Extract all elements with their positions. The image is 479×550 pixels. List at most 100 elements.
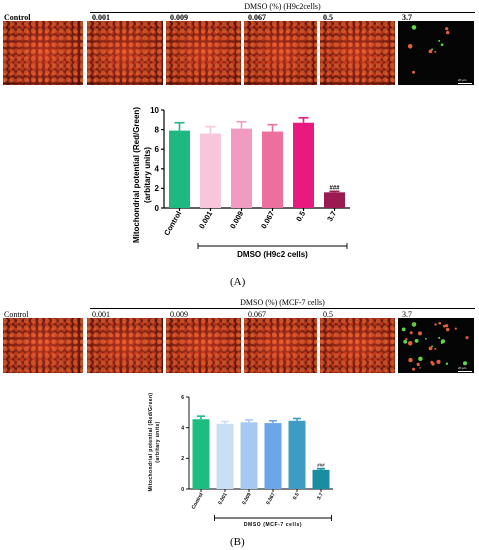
micro-label-0-5: 0.5 bbox=[323, 310, 333, 319]
cell-dot bbox=[441, 339, 445, 344]
cell-dot bbox=[409, 331, 413, 335]
bar-0.001 bbox=[216, 423, 234, 489]
bar-Control bbox=[192, 419, 210, 489]
x-category-label: 0.067 bbox=[265, 492, 277, 506]
bar-0.067 bbox=[262, 131, 283, 208]
y-tick-label: 6 bbox=[155, 145, 160, 154]
y-tick-label: 2 bbox=[155, 184, 160, 193]
cell-dot bbox=[407, 44, 413, 49]
cell-dot bbox=[425, 337, 427, 340]
cell-dot bbox=[414, 339, 419, 343]
micro-label-0-001: 0.001 bbox=[92, 13, 110, 22]
cell-dot bbox=[412, 322, 415, 325]
cell-dot bbox=[438, 336, 441, 339]
bar-0.5 bbox=[293, 122, 314, 208]
cell-dot bbox=[401, 327, 406, 332]
cell-dot bbox=[434, 323, 437, 326]
micrograph-0-001 bbox=[87, 318, 163, 373]
cell-dot bbox=[412, 70, 416, 74]
cell-dot bbox=[454, 327, 457, 330]
cell-dot bbox=[408, 357, 413, 363]
micrograph-0-5 bbox=[320, 318, 395, 373]
x-category-label: 0.009 bbox=[228, 210, 245, 231]
cell-dot bbox=[445, 324, 449, 328]
cell-dot bbox=[428, 49, 433, 54]
cell-dot bbox=[440, 342, 443, 345]
bracket-label: DMSO (H9c2 cells) bbox=[237, 250, 308, 259]
x-category-label: 3.7 bbox=[325, 210, 338, 224]
cell-dot bbox=[411, 25, 417, 30]
bar-3.7 bbox=[312, 469, 330, 489]
micro-label-0-5: 0.5 bbox=[323, 13, 333, 22]
cell-dot bbox=[416, 362, 420, 366]
scale-bar bbox=[458, 83, 472, 84]
cell-dot bbox=[431, 345, 433, 348]
bar-3.7 bbox=[324, 192, 345, 208]
bar-0.5 bbox=[288, 420, 306, 489]
panel-b: DMSO (%) (MCF-7 cells) Control 0.001 0.0… bbox=[0, 298, 479, 550]
micro-label-0-001: 0.001 bbox=[92, 310, 110, 319]
cell-dot bbox=[434, 347, 437, 350]
x-category-label: 3.7 bbox=[316, 492, 325, 501]
cell-dot bbox=[445, 362, 449, 365]
x-category-label: 0.5 bbox=[292, 492, 301, 501]
cell-dot bbox=[412, 367, 416, 371]
significance-annotation: ### bbox=[317, 463, 325, 468]
micrograph-0-009 bbox=[166, 21, 241, 85]
x-category-label: 0.001 bbox=[217, 492, 229, 506]
cell-dot bbox=[418, 356, 423, 361]
scale-bar-text: 20 µm bbox=[458, 78, 467, 82]
cell-dot bbox=[443, 324, 446, 328]
cell-dot bbox=[445, 27, 449, 31]
cell-dot bbox=[403, 339, 408, 344]
chart-a-ylabel: Mitochondrial potential (Red/Green) (arb… bbox=[131, 95, 155, 255]
panel-letter-b: (B) bbox=[230, 536, 245, 548]
micrograph-0-001 bbox=[87, 21, 163, 85]
cell-dot bbox=[431, 48, 433, 51]
micro-label-control: Control bbox=[4, 13, 31, 22]
micro-label-0-067: 0.067 bbox=[248, 310, 266, 319]
cell-dot bbox=[434, 50, 437, 53]
micro-label-0-009: 0.009 bbox=[170, 13, 188, 22]
cell-dot bbox=[419, 367, 421, 369]
bar-0.009 bbox=[240, 422, 258, 489]
chart-a-ylabel-line1: Mitochondrial potential (Red/Green) bbox=[132, 107, 141, 244]
micro-label-control: Control bbox=[4, 310, 29, 319]
significance-annotation: ### bbox=[329, 185, 340, 191]
cell-dot bbox=[407, 341, 413, 346]
bar-0.001 bbox=[200, 133, 221, 208]
micro-label-3-7: 3.7 bbox=[402, 310, 412, 319]
micrograph-0-067 bbox=[244, 21, 317, 85]
dmso-group-header: DMSO (%) (H9c2cells) bbox=[244, 2, 321, 11]
bar-0.009 bbox=[231, 128, 252, 208]
dmso-group-line bbox=[90, 308, 475, 309]
cell-dot bbox=[465, 336, 469, 340]
chart-a-ylabel-line2: (arbitary units) bbox=[143, 147, 152, 204]
cell-dot bbox=[436, 359, 441, 364]
x-category-label: Control bbox=[162, 210, 183, 238]
cell-dot bbox=[428, 346, 433, 351]
micrograph-0-009 bbox=[166, 318, 241, 373]
y-tick-label: 2 bbox=[181, 456, 184, 462]
scale-bar bbox=[458, 371, 472, 372]
cell-dot bbox=[440, 43, 444, 46]
y-tick-label: 10 bbox=[150, 106, 159, 115]
bar-Control bbox=[169, 130, 190, 208]
y-tick-label: 4 bbox=[155, 165, 160, 174]
chart-b: 0 2 4 6 Control 0.001 0.009 0.067 0.5 3.7 ### DMSO … bbox=[181, 395, 333, 528]
sparse-cells-overlay bbox=[407, 25, 450, 74]
y-tick-label: 6 bbox=[181, 395, 184, 401]
micrograph-0-067 bbox=[244, 318, 317, 373]
micro-label-3-7: 3.7 bbox=[402, 13, 412, 22]
micrograph-control bbox=[3, 318, 83, 373]
y-tick-label: 0 bbox=[181, 487, 184, 493]
x-category-label: 0.001 bbox=[197, 210, 214, 231]
cell-dot bbox=[463, 361, 467, 366]
micro-label-0-009: 0.009 bbox=[170, 310, 188, 319]
cell-dot bbox=[446, 30, 450, 35]
panel-a: DMSO (%) (H9c2cells) Control 0.001 0.009… bbox=[3, 2, 475, 288]
micrograph-3-7 bbox=[398, 21, 474, 85]
sparse-cells-overlay bbox=[401, 321, 469, 371]
chart-b-ylabel-line2: (arbitary units) bbox=[155, 421, 161, 463]
x-category-label: Control bbox=[191, 491, 205, 510]
